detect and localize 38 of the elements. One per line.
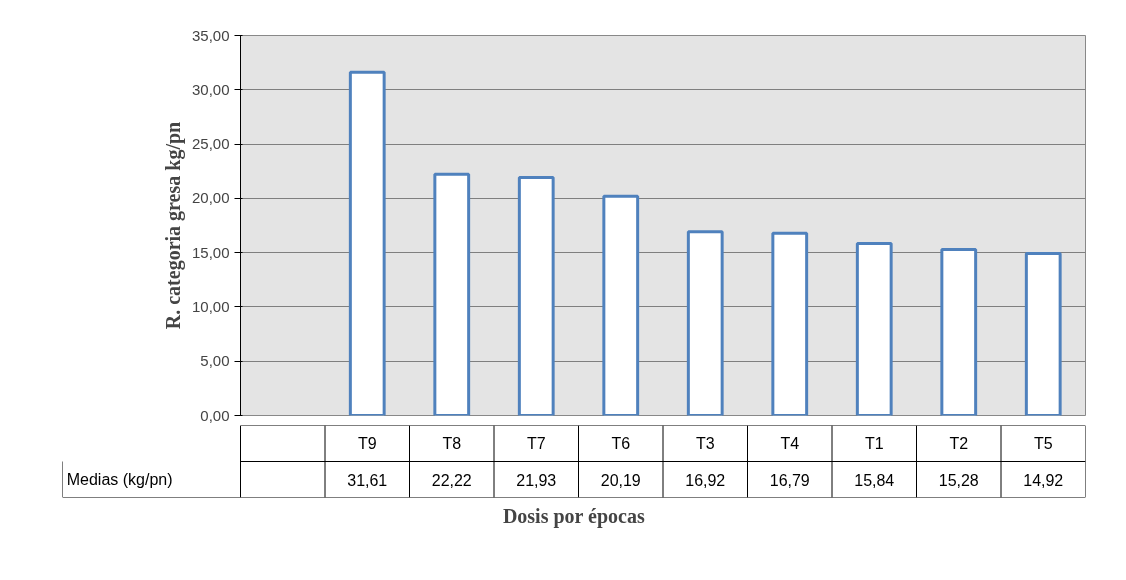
y-tick-label: 35,00: [191, 26, 230, 44]
y-tick-label: 20,00: [191, 189, 230, 207]
x-tick-label: T2: [949, 435, 969, 452]
x-tick-label: T8: [442, 435, 462, 452]
y-tick-label: 30,00: [191, 80, 230, 98]
bar: [940, 248, 978, 416]
data-label: 21,93: [516, 471, 557, 489]
data-label: 31,61: [347, 471, 388, 489]
x-tick-label: T9: [357, 435, 377, 452]
bar: [348, 70, 386, 416]
bar: [602, 194, 640, 416]
bar: [771, 231, 809, 416]
y-axis-title: R. categoria gresa kg/pn: [161, 121, 185, 330]
bar: [517, 175, 555, 416]
x-tick-label: T6: [611, 435, 631, 452]
data-label: 14,92: [1023, 471, 1064, 489]
data-label: 22,22: [431, 471, 472, 489]
x-tick-label: T3: [695, 435, 715, 452]
bar: [1024, 252, 1062, 416]
y-tick-label: 25,00: [191, 135, 230, 153]
x-tick-label: T1: [864, 435, 884, 452]
text: Medias (kg/pn): [66, 471, 173, 488]
bar: [855, 242, 893, 416]
y-tick-label: 0,00: [200, 406, 230, 424]
x-tick-label: T4: [780, 435, 800, 452]
data-label: 15,28: [938, 471, 979, 489]
y-tick-label: 5,00: [200, 352, 230, 370]
x-tick-label: T5: [1033, 435, 1053, 452]
data-label: 16,92: [685, 471, 726, 489]
y-tick-label: 10,00: [191, 297, 230, 315]
bar: [686, 230, 724, 416]
x-axis-title: Dosis por épocas: [502, 504, 645, 528]
data-label: 15,84: [854, 471, 895, 489]
y-tick-label: 15,00: [191, 243, 230, 261]
data-label: 20,19: [600, 471, 641, 489]
x-tick-label: T7: [526, 435, 546, 452]
bar: [433, 172, 471, 416]
data-label: 16,79: [769, 471, 810, 489]
